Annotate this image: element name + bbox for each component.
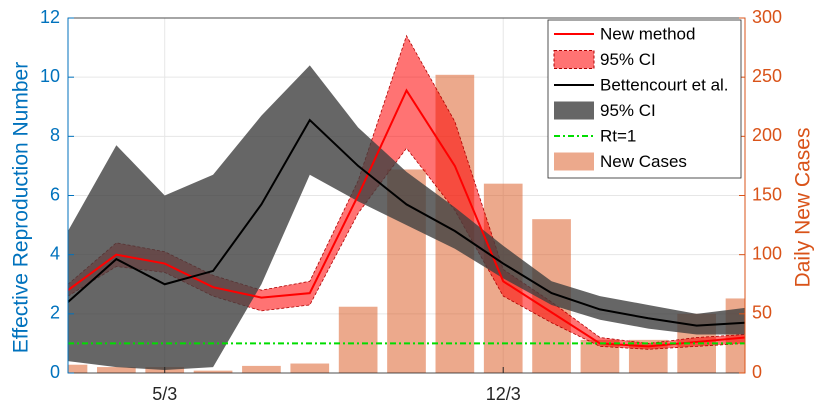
y-tick-label: 10 bbox=[40, 66, 60, 86]
legend-box bbox=[547, 19, 742, 179]
ci-band bbox=[68, 65, 745, 371]
y2-tick-label: 50 bbox=[752, 303, 772, 323]
y2-tick-label: 200 bbox=[752, 125, 782, 145]
y2-tick-label: 150 bbox=[752, 184, 782, 204]
y-tick-label: 12 bbox=[40, 7, 60, 27]
y-axis-label: Effective Reproduction Number bbox=[10, 62, 33, 353]
legend-swatch bbox=[554, 101, 594, 120]
bar bbox=[242, 365, 281, 373]
line bbox=[68, 118, 745, 327]
legend-swatch bbox=[553, 50, 595, 69]
legend: New method 95% CI Bettencourt et al. 95% CI… bbox=[547, 19, 742, 179]
bar bbox=[193, 370, 233, 373]
plot-area bbox=[68, 34, 745, 373]
x-tick-label: 5/3 bbox=[152, 384, 177, 404]
legend-label: Rt=1 bbox=[600, 126, 636, 145]
bar bbox=[338, 306, 378, 373]
legend-label: 95% CI bbox=[600, 101, 656, 120]
bar bbox=[97, 367, 136, 373]
legend-label: New Cases bbox=[600, 152, 687, 171]
y2-axis-label: Daily New Cases bbox=[792, 128, 815, 288]
y2-tick-label: 300 bbox=[752, 7, 782, 27]
y-tick-label: 2 bbox=[50, 303, 60, 323]
y-tick-label: 6 bbox=[50, 184, 60, 204]
y-tick-label: 8 bbox=[50, 125, 60, 145]
y2-tick-label: 100 bbox=[752, 243, 782, 263]
y2-tick-label: 250 bbox=[752, 66, 782, 86]
legend-label: New method bbox=[600, 24, 695, 43]
x-tick-label: 12/3 bbox=[486, 384, 521, 404]
y-tick-label: 0 bbox=[50, 362, 60, 382]
bar bbox=[290, 363, 330, 373]
y-tick-label: 4 bbox=[50, 243, 60, 263]
bar bbox=[68, 364, 88, 373]
y2-tick-label: 0 bbox=[752, 362, 762, 382]
legend-label: Bettencourt et al. bbox=[600, 75, 729, 94]
legend-label: 95% CI bbox=[600, 50, 656, 69]
line bbox=[68, 88, 745, 348]
legend-swatch bbox=[554, 152, 594, 171]
ci-band bbox=[68, 34, 745, 350]
